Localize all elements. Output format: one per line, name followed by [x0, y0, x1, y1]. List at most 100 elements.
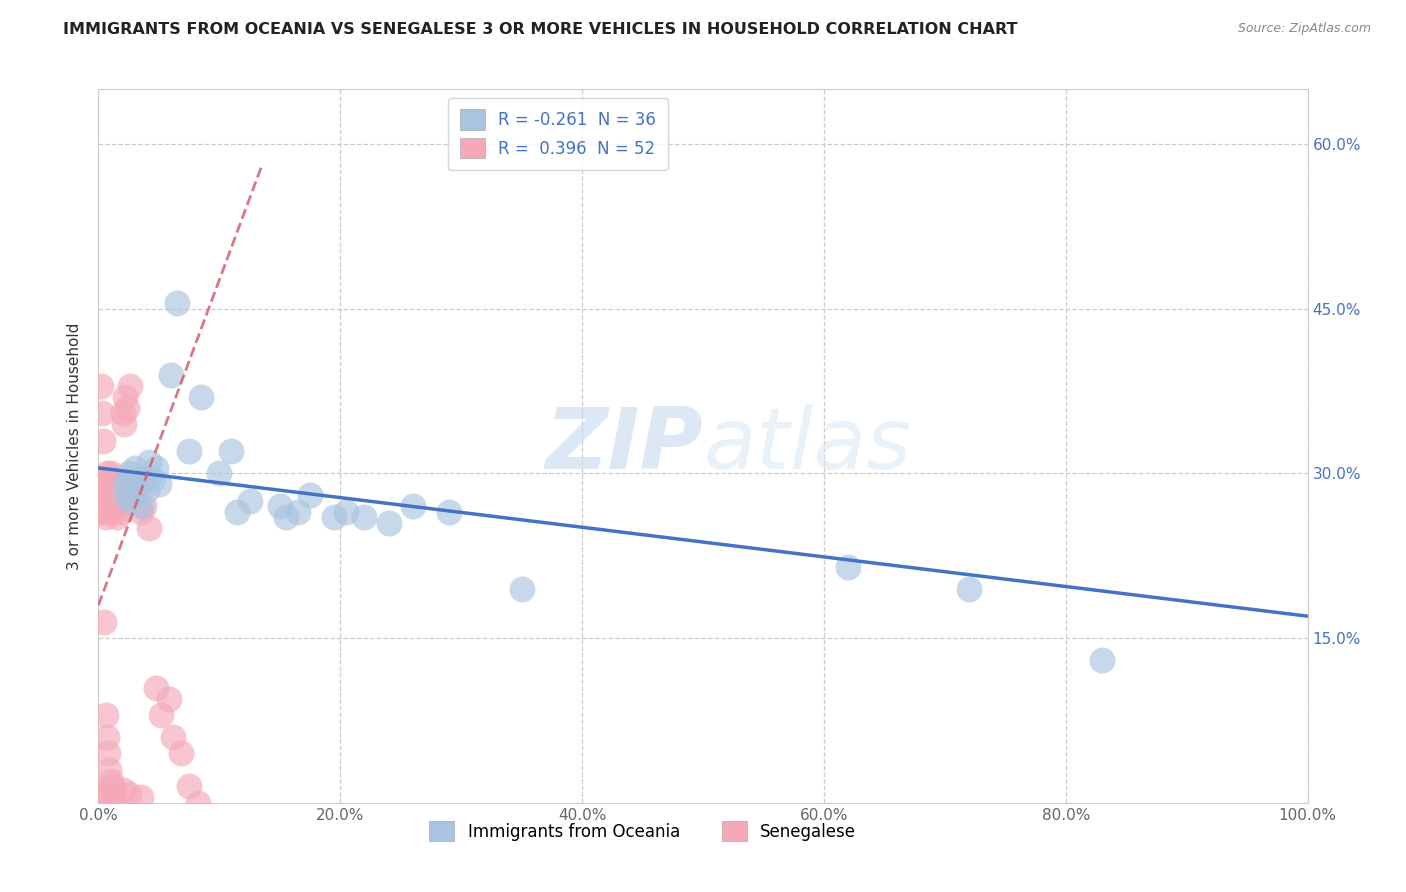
Point — [100, 500, 122, 514]
Point — [274, 510, 297, 524]
Point — [226, 505, 249, 519]
Legend: Immigrants from Oceania, Senegalese: Immigrants from Oceania, Senegalese — [423, 814, 862, 848]
Point — [97, 505, 120, 519]
Point — [91, 494, 114, 508]
Point — [94, 483, 117, 497]
Point — [118, 494, 141, 508]
Point — [299, 488, 322, 502]
Point — [402, 500, 425, 514]
Point — [129, 790, 152, 805]
Point — [162, 730, 184, 744]
Point — [114, 390, 136, 404]
Point — [100, 773, 122, 788]
Point — [94, 472, 117, 486]
Point — [118, 467, 141, 481]
Point — [837, 559, 859, 574]
Point — [108, 488, 131, 502]
Point — [145, 681, 167, 695]
Point — [107, 494, 129, 508]
Y-axis label: 3 or more Vehicles in Household: 3 or more Vehicles in Household — [67, 322, 83, 570]
Point — [111, 406, 134, 420]
Point — [138, 455, 160, 469]
Point — [98, 483, 121, 497]
Point — [98, 763, 121, 777]
Point — [127, 477, 149, 491]
Point — [101, 472, 124, 486]
Point — [134, 472, 156, 486]
Point — [97, 747, 120, 761]
Point — [114, 477, 136, 491]
Point — [287, 505, 309, 519]
Point — [118, 787, 141, 801]
Point — [103, 483, 125, 497]
Point — [100, 494, 122, 508]
Point — [97, 472, 120, 486]
Point — [127, 488, 149, 502]
Point — [97, 483, 120, 497]
Point — [179, 444, 201, 458]
Text: Source: ZipAtlas.com: Source: ZipAtlas.com — [1237, 22, 1371, 36]
Point — [121, 472, 143, 486]
Point — [142, 472, 165, 486]
Point — [91, 477, 114, 491]
Point — [115, 488, 138, 502]
Point — [138, 521, 160, 535]
Point — [179, 780, 201, 794]
Point — [94, 510, 117, 524]
Point — [377, 516, 399, 530]
Point — [100, 488, 122, 502]
Point — [101, 785, 124, 799]
Point — [323, 510, 346, 524]
Point — [353, 510, 375, 524]
Point — [96, 488, 118, 502]
Point — [208, 467, 231, 481]
Point — [112, 417, 135, 431]
Point — [118, 378, 141, 392]
Point — [96, 494, 118, 508]
Point — [108, 505, 131, 519]
Point — [190, 390, 212, 404]
Point — [94, 708, 117, 723]
Point — [103, 790, 125, 805]
Point — [93, 472, 115, 486]
Point — [187, 796, 209, 810]
Point — [957, 582, 980, 596]
Point — [135, 483, 157, 497]
Point — [91, 434, 114, 448]
Point — [111, 782, 134, 797]
Point — [335, 505, 357, 519]
Point — [96, 467, 118, 481]
Point — [269, 500, 291, 514]
Point — [145, 461, 167, 475]
Point — [124, 483, 146, 497]
Point — [101, 505, 124, 519]
Point — [90, 488, 112, 502]
Point — [437, 505, 460, 519]
Point — [97, 494, 120, 508]
Point — [129, 505, 152, 519]
Point — [91, 505, 114, 519]
Point — [93, 488, 115, 502]
Point — [103, 500, 125, 514]
Point — [91, 483, 114, 497]
Point — [104, 494, 127, 508]
Point — [98, 477, 121, 491]
Point — [93, 500, 115, 514]
Text: ZIP: ZIP — [546, 404, 703, 488]
Point — [169, 747, 191, 761]
Point — [129, 500, 152, 514]
Point — [1091, 653, 1114, 667]
Point — [90, 378, 112, 392]
Point — [105, 477, 128, 491]
Point — [124, 461, 146, 475]
Point — [91, 787, 114, 801]
Point — [166, 296, 188, 310]
Point — [150, 708, 173, 723]
Point — [221, 444, 243, 458]
Point — [90, 785, 112, 799]
Point — [93, 615, 115, 629]
Point — [239, 494, 262, 508]
Point — [160, 368, 183, 382]
Point — [117, 401, 139, 415]
Point — [510, 582, 533, 596]
